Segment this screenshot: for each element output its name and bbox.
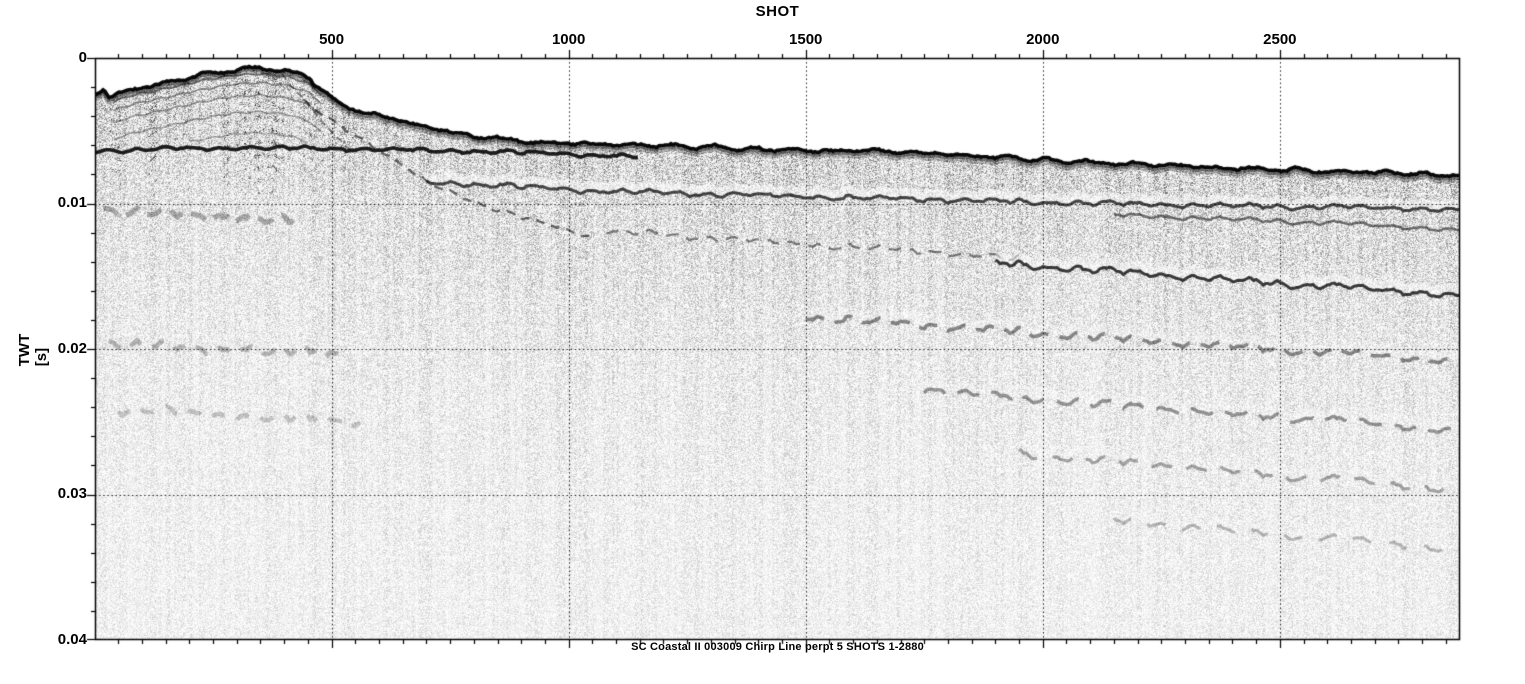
y-tick-label: 0.03 [57,485,87,502]
x-tick-label: 500 [319,31,345,48]
x-tick-label: 2000 [1026,31,1060,48]
x-axis-title: SHOT [755,3,800,20]
y-tick-label: 0.04 [57,630,87,648]
y-tick-label: 0.02 [57,339,87,357]
figure-caption: SC Coastal II 003009 Chirp Line perpt 5 … [631,641,924,653]
y-tick-label: 0 [78,48,87,66]
x-tick-label: 1500 [789,31,823,48]
y-tick-label: 0.01 [57,194,87,211]
x-tick-label: 2500 [1263,31,1297,48]
x-tick-label: 1000 [551,31,586,48]
